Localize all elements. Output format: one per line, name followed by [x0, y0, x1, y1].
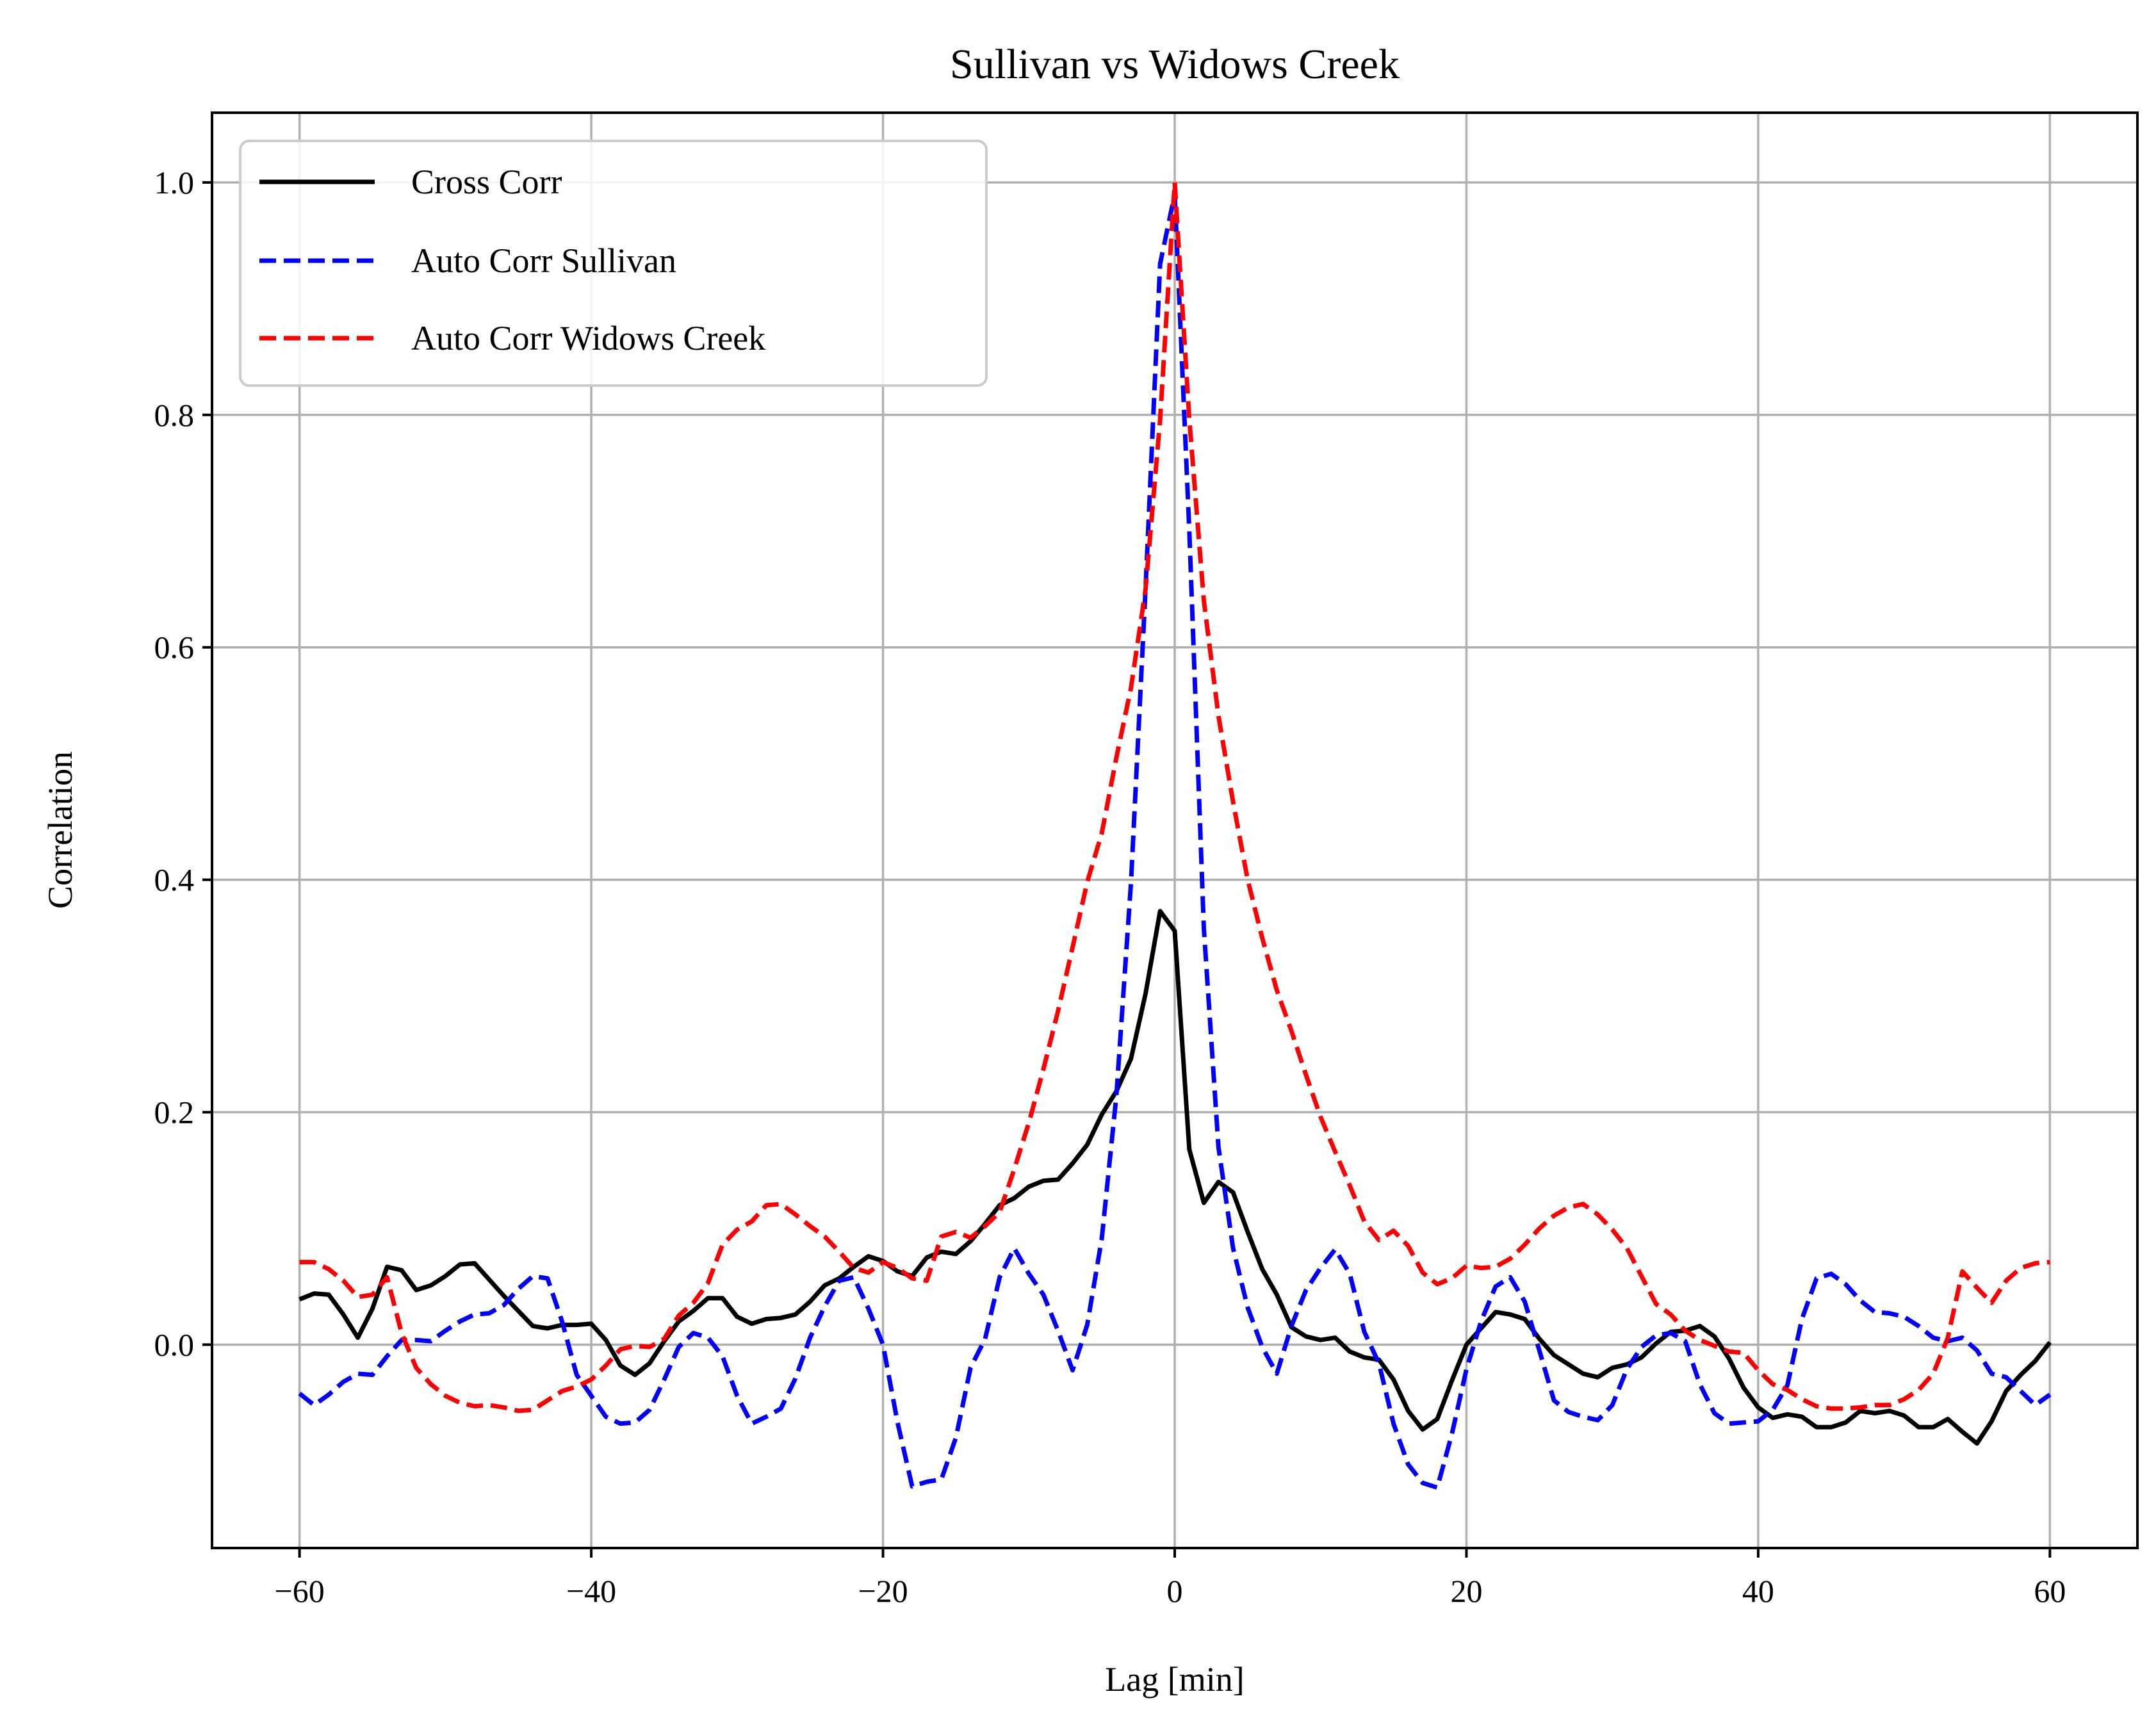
- data-series: [298, 180, 2052, 1490]
- legend-label-auto-corr-widows-creek: Auto Corr Widows Creek: [411, 319, 765, 357]
- y-tick-label: 0.2: [154, 1095, 195, 1130]
- legend: Cross Corr Auto Corr Sullivan Auto Corr …: [239, 140, 988, 387]
- plot-area-frame: [211, 111, 2139, 1549]
- y-tick-label: 0.8: [154, 397, 195, 433]
- legend-frame: [239, 140, 988, 387]
- series-line-auto-corr-widows-creek: [299, 180, 2050, 1414]
- series-line-cross-corr: [298, 909, 2052, 1446]
- y-tick-label: 1.0: [154, 165, 195, 200]
- x-tick-label: 20: [1450, 1573, 1482, 1609]
- legend-label-auto-corr-sullivan: Auto Corr Sullivan: [411, 241, 676, 280]
- y-axis-label: Correlation: [41, 751, 79, 909]
- y-tick-label: 0.0: [154, 1326, 195, 1362]
- x-tick-label: 60: [2034, 1573, 2066, 1609]
- x-axis-label: Lag [min]: [1105, 1660, 1244, 1699]
- axis-ticks: −60 −40 −20 0 20 40 60 0.0 0.2 0.4 0.6 0.8 1.0: [154, 165, 2066, 1609]
- x-tick-label: −60: [275, 1573, 325, 1609]
- y-tick-label: 0.6: [154, 630, 195, 665]
- x-tick-label: −40: [566, 1573, 616, 1609]
- x-tick-label: −20: [858, 1573, 908, 1609]
- y-tick-label: 0.4: [154, 862, 195, 898]
- chart-title: Sullivan vs Widows Creek: [950, 41, 1400, 88]
- x-tick-label: 40: [1742, 1573, 1774, 1609]
- legend-label-cross-corr: Cross Corr: [411, 163, 562, 201]
- x-tick-label: 0: [1167, 1573, 1183, 1609]
